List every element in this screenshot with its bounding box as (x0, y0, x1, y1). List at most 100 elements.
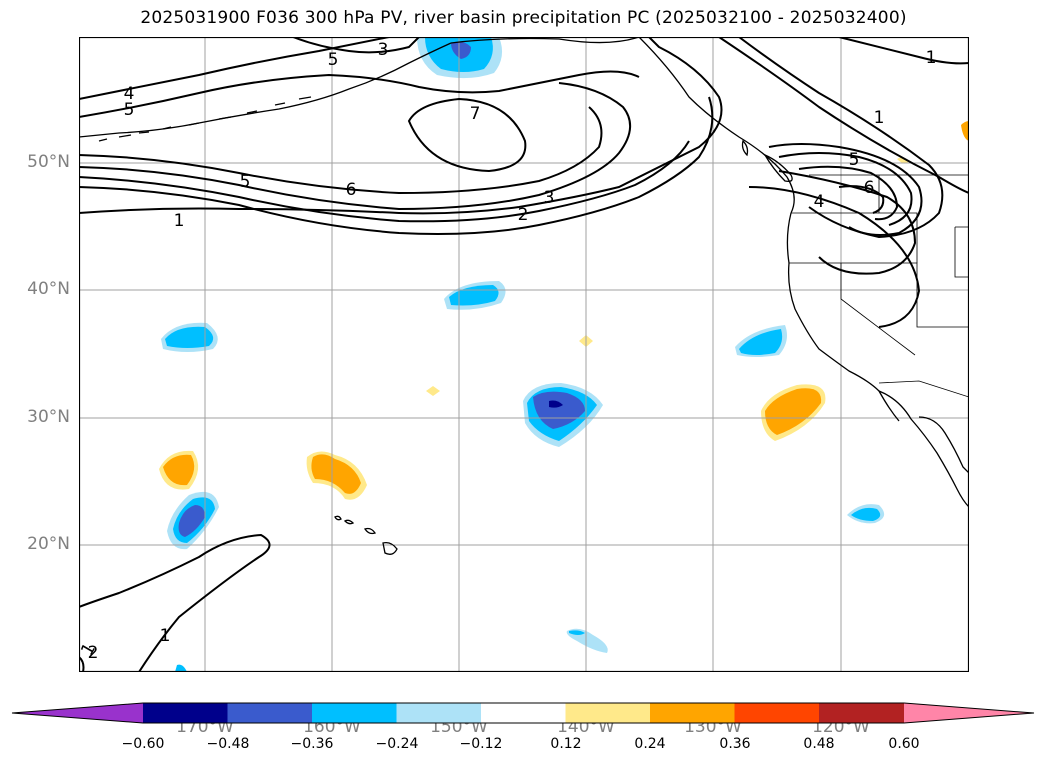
precip-blob-negative (451, 41, 471, 59)
pv-contour-4 (79, 37, 390, 100)
colorbar-tick-label: 0.24 (634, 736, 666, 752)
pv-contour-1-ne (838, 37, 969, 65)
precip-blob-positive (163, 454, 195, 486)
colorbar-cell (734, 703, 820, 723)
contour-label: 4 (814, 192, 825, 212)
colorbar-cell (481, 703, 566, 723)
map-border (79, 37, 969, 672)
contour-label: 6 (864, 178, 875, 198)
precip-blob-negative (569, 630, 585, 635)
pv-contour-6 (79, 106, 603, 195)
colorbar-extend-low (12, 703, 143, 723)
aleutian-islands (98, 96, 312, 142)
state-border-or-ca (789, 262, 969, 328)
colorbar (11, 702, 1035, 724)
contour-label: 1 (160, 626, 171, 646)
precip-blob-negative (175, 664, 187, 672)
contour-label: 3 (378, 40, 389, 60)
colorbar-cell (650, 703, 735, 723)
pv-contour-trough-7 (778, 170, 917, 275)
lat-label: 30°N (27, 407, 70, 427)
pv-contour-trough-4 (778, 152, 913, 226)
precip-blob-negative (178, 505, 205, 537)
pv-contour-7 (407, 97, 527, 173)
contour-label: 5 (849, 150, 860, 170)
colorbar-tick-label: 0.36 (719, 736, 751, 752)
precip-blob-negative (739, 329, 783, 355)
precip-blob-negative (533, 391, 585, 429)
map-title: 2025031900 F036 300 hPa PV, river basin … (140, 8, 907, 28)
vancouver-island (763, 153, 793, 183)
colorbar-tick-label: 0.12 (550, 736, 582, 752)
lat-label: 40°N (27, 279, 70, 299)
colorbar-cell (227, 703, 313, 723)
colorbar-cell (312, 703, 397, 723)
contour-label: 1 (926, 48, 937, 68)
colorbar-tick-label: −0.36 (290, 736, 334, 752)
map-canvas[interactable]: 4 5 5 6 1 3 2 1 7 3 5 1 5 6 4 1 1 2 (79, 37, 969, 672)
pv-contour-trough-1 (718, 37, 969, 194)
colorbar-cell (565, 703, 651, 723)
colorbar-tick-label: −0.48 (206, 736, 250, 752)
pv-contour-trough-2 (738, 37, 944, 239)
pv-contour-labels: 4 5 5 6 1 3 2 1 7 3 5 1 5 6 4 1 1 2 (79, 40, 936, 663)
hawaii-maui (363, 527, 377, 535)
map-frame[interactable]: 4 5 5 6 1 3 2 1 7 3 5 1 5 6 4 1 1 2 170°… (79, 37, 969, 737)
precip-blob-positive (311, 454, 361, 494)
colorbar-tick-label: 0.48 (803, 736, 835, 752)
contour-label: 5 (240, 172, 251, 192)
contour-label: 6 (346, 180, 357, 200)
pv-contour-5-top (292, 37, 420, 54)
state-border-east (954, 226, 969, 278)
colorbar-cell (819, 703, 904, 723)
precip-anomaly-layer (159, 37, 969, 672)
pv-contour-5 (79, 82, 631, 211)
precip-blob-positive (426, 386, 440, 396)
pv-contour-5-west (79, 70, 640, 118)
graticule (79, 37, 969, 672)
contour-label: 3 (544, 188, 555, 208)
precip-blob-negative (549, 400, 563, 408)
pv-contour-3 (79, 140, 690, 223)
haida-gwaii (741, 139, 749, 157)
contour-label: 5 (124, 100, 135, 120)
hawaii-big-island (382, 541, 398, 555)
contour-label: 1 (174, 211, 185, 231)
coastlines (79, 37, 969, 555)
alaska-coast (450, 37, 640, 44)
colorbar-outline (11, 702, 1035, 724)
contour-label: 2 (518, 205, 529, 225)
contour-label: 1 (874, 108, 885, 128)
pv-contour-trough-5 (798, 165, 899, 221)
contour-label: 7 (470, 104, 481, 124)
colorbar-tick-label: 0.60 (888, 736, 920, 752)
precip-blob-positive (765, 388, 822, 435)
precip-blob-positive (961, 121, 969, 141)
alaska-peninsula-coast (79, 42, 452, 138)
colorbar-tick-label: −0.24 (375, 736, 419, 752)
contour-label: 4 (124, 84, 135, 104)
us-mexico-border (878, 380, 969, 398)
se-alaska-bc-coast (638, 37, 795, 214)
colorbar-cells (12, 703, 1034, 723)
mexico-coast (918, 416, 969, 474)
colorbar-extend-high (904, 703, 1034, 723)
lat-label: 20°N (27, 534, 70, 554)
colorbar-cell (143, 703, 228, 723)
contour-label: 2 (88, 643, 99, 663)
pv-contour-trough-6 (838, 185, 885, 214)
state-border-nv (840, 263, 916, 356)
precip-blob-negative (851, 507, 881, 521)
lat-label: 50°N (27, 152, 70, 172)
pv-contour-trough-outer (748, 186, 921, 328)
hawaii-oahu (343, 519, 355, 525)
contour-label: 5 (328, 50, 339, 70)
baja-coast (878, 390, 969, 508)
pv-contours (79, 37, 969, 672)
colorbar-cell (396, 703, 482, 723)
pv-contour-2 (79, 96, 714, 235)
colorbar-tick-label: −0.60 (121, 736, 165, 752)
pv-contour-1-north (79, 37, 723, 215)
pv-contour-1-south (79, 533, 271, 672)
pv-contour-trough-3 (768, 143, 923, 236)
